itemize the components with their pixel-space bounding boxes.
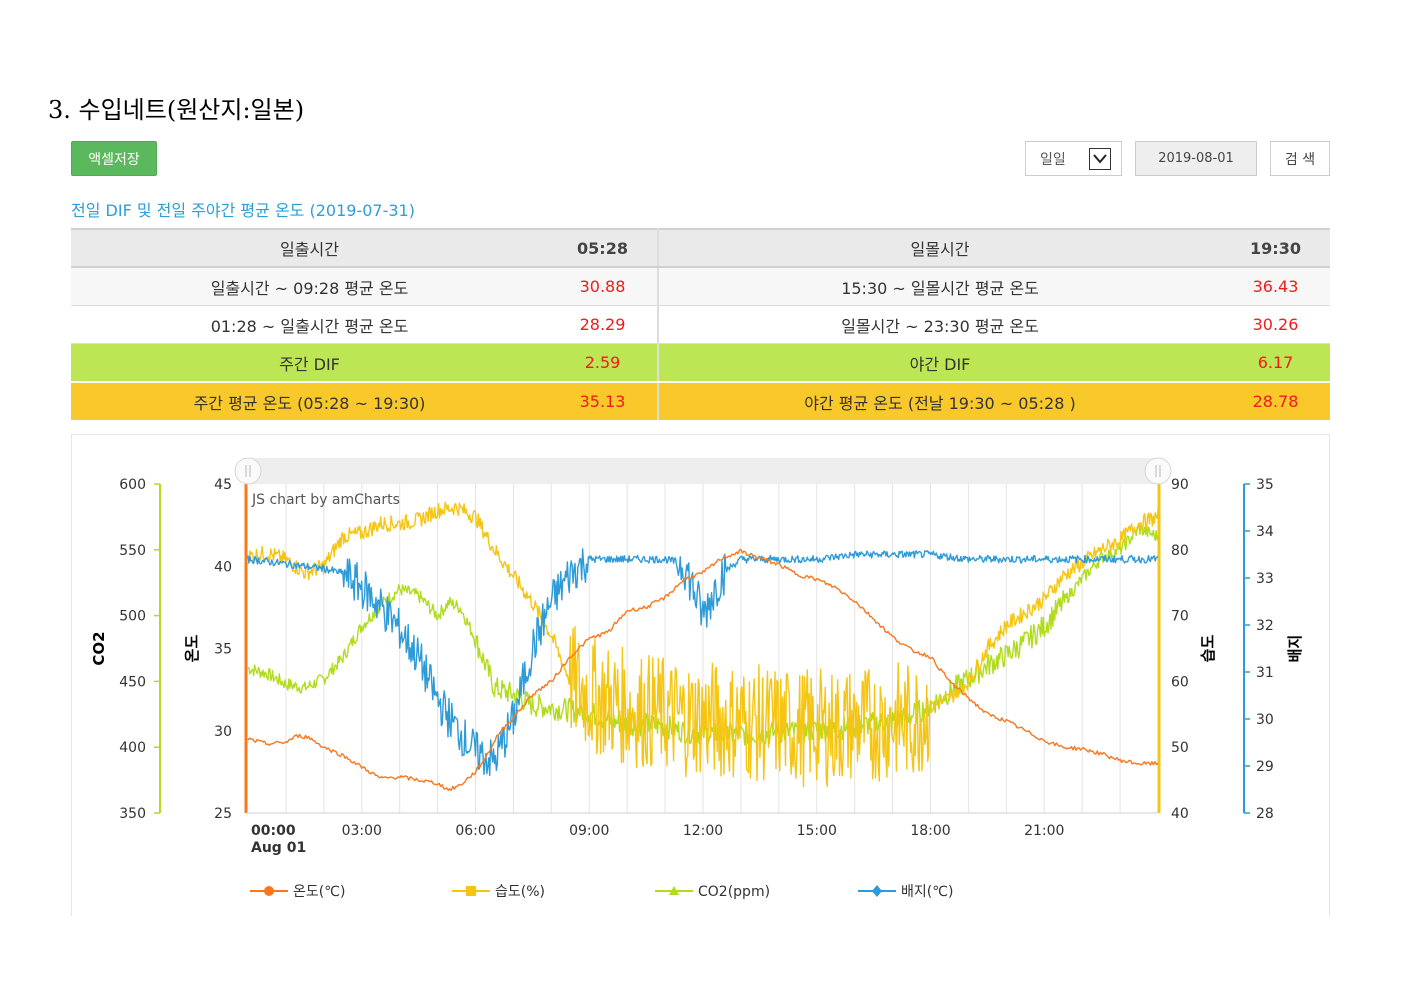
legend-marker-icon [872,885,882,897]
co2-tick-label: 500 [119,609,146,625]
legend-label: CO2(ppm) [698,884,770,900]
dif-table: 일출시간 05:28 일몰시간 19:30 일출시간 ~ 09:28 평균 온도… [71,228,1330,420]
day-dif-value: 2.59 [548,343,659,383]
humidity-tick-label: 90 [1171,477,1189,493]
medium-tick-label: 30 [1256,712,1274,728]
legend-label: 온도(℃) [293,884,345,900]
date-input[interactable]: 2019-08-01 [1135,141,1257,176]
table-row: 일출시간 ~ 09:28 평균 온도 30.88 15:30 ~ 일몰시간 평균… [71,267,1330,306]
scrollbar[interactable] [234,457,1172,485]
row1-left-label: 일출시간 ~ 09:28 평균 온도 [71,267,548,306]
humidity-tick-label: 40 [1171,806,1189,822]
medium-tick-label: 32 [1256,618,1274,634]
x-tick-label: 09:00 [569,823,609,839]
row1-left-value: 30.88 [548,267,659,306]
period-select[interactable]: 일일 [1025,141,1122,176]
period-select-value: 일일 [1040,151,1066,168]
co2-tick-label: 450 [119,674,146,690]
series-line-humidity [247,501,1159,788]
medium-tick-label: 34 [1256,524,1274,540]
humidity-tick-label: 80 [1171,543,1189,559]
table-row: 01:28 ~ 일출시간 평균 온도 28.29 일몰시간 ~ 23:30 평균… [71,305,1330,344]
x-tick-label: 18:00 [910,823,950,839]
row2-left-value: 28.29 [548,305,659,344]
series-line-temp [247,548,1159,792]
row2-left-label: 01:28 ~ 일출시간 평균 온도 [71,305,548,344]
night-avg-label: 야간 평균 온도 (전날 19:30 ~ 05:28 ) [658,382,1221,420]
x-tick-label: 21:00 [1024,823,1064,839]
legend-label: 습도(%) [495,884,545,900]
row2-right-label: 일몰시간 ~ 23:30 평균 온도 [658,305,1221,344]
medium-tick-label: 35 [1256,477,1274,493]
scroll-handle-right [1144,457,1172,485]
x-tick-label: 12:00 [683,823,723,839]
day-dif-label: 주간 DIF [71,343,548,383]
medium-tick-label: 33 [1256,571,1274,587]
humidity-tick-label: 60 [1171,674,1189,690]
chart-container [71,434,1330,916]
sunset-value: 19:30 [1221,228,1330,268]
row2-right-value: 30.26 [1221,305,1330,344]
day-avg-value: 35.13 [548,382,659,420]
x-tick-label: 06:00 [455,823,495,839]
row1-right-value: 36.43 [1221,267,1330,306]
temp-tick-label: 25 [214,806,232,822]
legend-marker-icon [466,886,476,896]
x-tick-label: 15:00 [797,823,837,839]
table-row: 주간 평균 온도 (05:28 ~ 19:30) 35.13 야간 평균 온도 … [71,382,1330,420]
night-avg-value: 28.78 [1221,382,1330,420]
medium-axis-title: 배지 [1286,635,1304,663]
co2-tick-label: 550 [119,543,146,559]
sunset-label: 일몰시간 [658,228,1221,268]
x-tick-sublabel: Aug 01 [251,840,306,856]
scroll-handle-left [234,457,262,485]
temp-tick-label: 45 [214,477,232,493]
scrollbar-track [248,458,1158,484]
table-row: 주간 DIF 2.59 야간 DIF 6.17 [71,343,1330,383]
night-dif-value: 6.17 [1221,343,1330,383]
medium-tick-label: 31 [1256,665,1274,681]
section-title: 3. 수입네트(원산지:일본) [48,96,305,124]
legend: 온도(℃) 습도(%) CO2(ppm) 배지(℃) [250,884,953,900]
legend-marker-icon [264,886,274,896]
humidity-tick-label: 50 [1171,740,1189,756]
temp-tick-label: 35 [214,642,232,658]
humidity-axis-title: 습도 [1199,635,1217,663]
dif-subtitle: 전일 DIF 및 전일 주야간 평균 온도 (2019-07-31) [71,201,415,220]
temp-tick-label: 30 [214,724,232,740]
chart-credit: JS chart by amCharts [251,492,400,508]
co2-axis-title: CO2 [90,631,108,665]
temp-axis-title: 온도 [183,635,201,663]
medium-tick-label: 28 [1256,806,1274,822]
sunrise-value: 05:28 [548,228,659,268]
series-layer [247,501,1159,792]
x-tick-label: 00:00 [251,823,296,839]
chevron-down-icon[interactable] [1089,147,1111,170]
co2-tick-label: 400 [119,740,146,756]
search-button[interactable]: 검 색 [1270,141,1330,176]
medium-tick-label: 29 [1256,759,1274,775]
humidity-tick-label: 70 [1171,609,1189,625]
day-avg-label: 주간 평균 온도 (05:28 ~ 19:30) [71,382,548,420]
row1-right-label: 15:30 ~ 일몰시간 평균 온도 [658,267,1221,306]
co2-tick-label: 600 [119,477,146,493]
x-tick-label: 03:00 [342,823,382,839]
temp-tick-label: 40 [214,559,232,575]
co2-tick-label: 350 [119,806,146,822]
legend-marker-icon [669,886,679,895]
table-row: 일출시간 05:28 일몰시간 19:30 [71,228,1330,268]
sunrise-label: 일출시간 [71,228,548,268]
series-line-medium [247,548,1159,777]
legend-label: 배지(℃) [901,884,953,900]
axis-layer: 00:00 03:00 06:00 09:00 12:00 15:00 18:00 21:00… [90,477,1304,856]
excel-save-button[interactable]: 액셀저장 [71,141,157,176]
grid-layer [248,484,1158,814]
night-dif-label: 야간 DIF [658,343,1221,383]
